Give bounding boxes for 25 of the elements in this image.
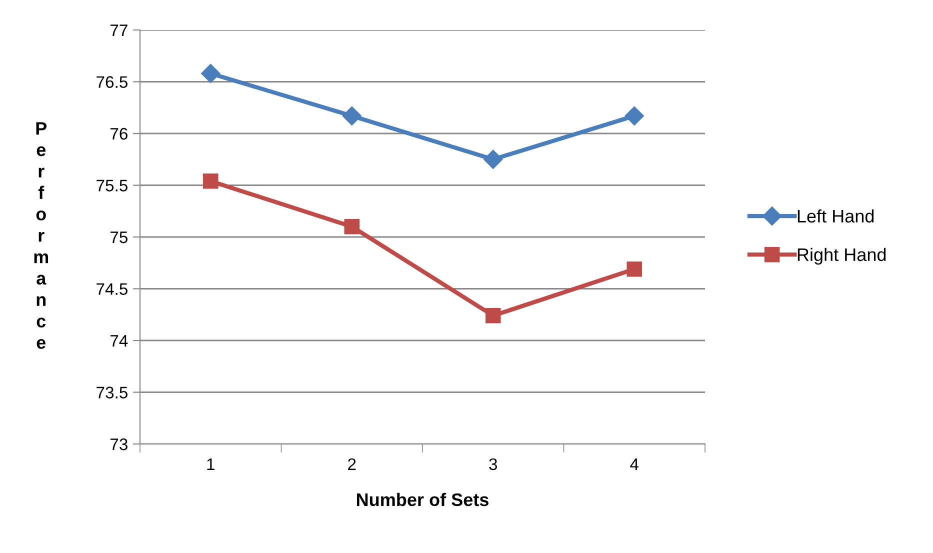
y-tick-label: 77 — [110, 24, 128, 36]
point — [624, 106, 644, 126]
legend-label: Right Hand — [798, 248, 886, 265]
legend-label: Left Hand — [798, 209, 874, 223]
y-tick-label: 76.5 — [96, 76, 128, 88]
x-tick-label: 2 — [348, 458, 356, 470]
y-tick-label: 75.5 — [96, 180, 128, 192]
point — [484, 150, 503, 169]
y-tick-label: 74 — [110, 335, 128, 347]
point — [485, 308, 501, 324]
y-tick-label: 74.5 — [96, 283, 128, 295]
point — [201, 64, 220, 84]
y-tick-label: 73 — [110, 438, 128, 450]
x-tick-label: 1 — [207, 458, 214, 470]
point — [626, 261, 642, 277]
y-tick-label: 75 — [110, 232, 128, 244]
x-axis-title: Number of Sets — [356, 492, 488, 506]
text: Performance — [34, 122, 48, 349]
y-tick-label: 76 — [110, 128, 128, 140]
point — [342, 106, 362, 126]
point — [202, 173, 218, 189]
point — [344, 219, 360, 234]
x-tick-label: 3 — [489, 458, 498, 470]
x-tick-label: 4 — [630, 458, 639, 470]
y-tick-label: 73.5 — [96, 386, 128, 398]
